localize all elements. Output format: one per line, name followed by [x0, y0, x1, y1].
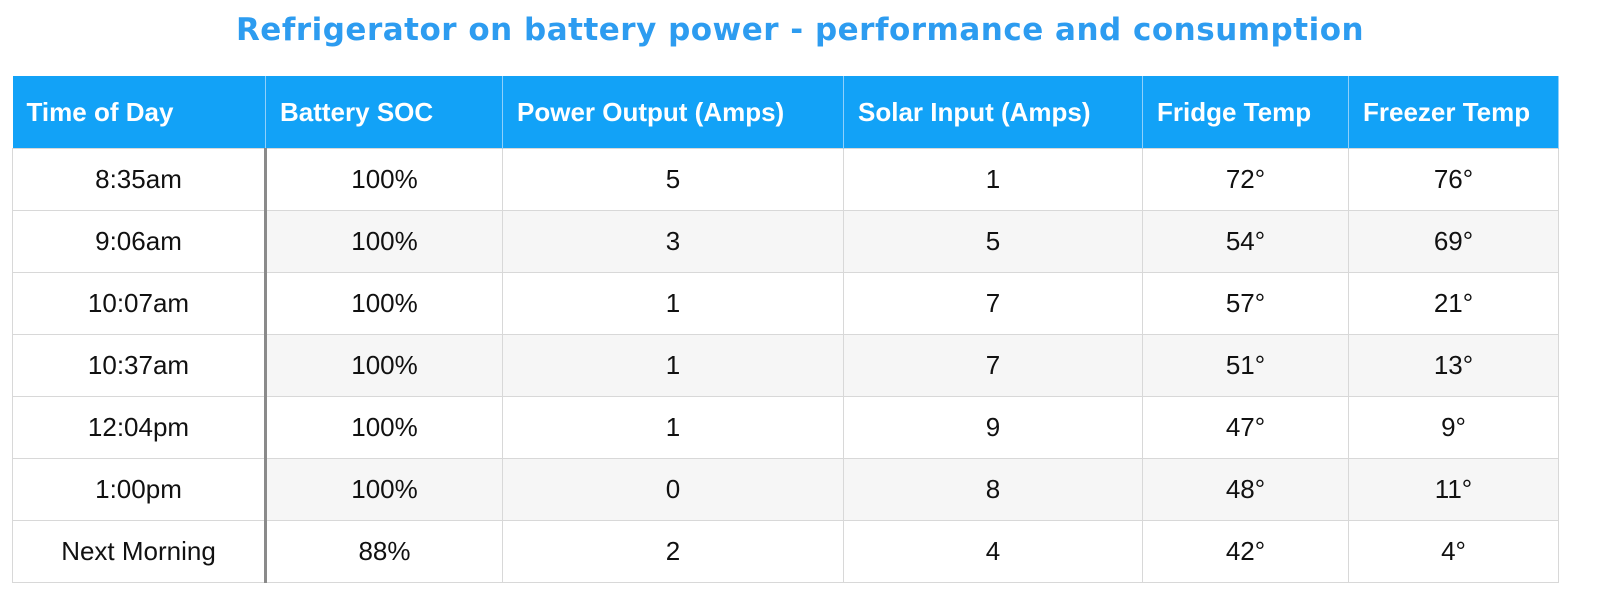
- table-cell: 88%: [265, 520, 503, 583]
- header-cell: Battery SOC: [265, 76, 503, 149]
- table-cell: Next Morning: [12, 520, 267, 583]
- table-cell: 8: [843, 458, 1143, 521]
- table-cell: 1: [502, 272, 844, 335]
- header-cell: Solar Input (Amps): [843, 76, 1143, 149]
- page-title: Refrigerator on battery power - performa…: [235, 12, 1365, 48]
- table-cell: 54°: [1142, 210, 1349, 273]
- header-cell: Time of Day: [12, 76, 266, 149]
- table-cell: 1:00pm: [12, 458, 267, 521]
- table-cell: 5: [502, 148, 844, 211]
- table-cell: 69°: [1348, 210, 1559, 273]
- table-row: 8:35am 100% 5 1 72° 76°: [12, 148, 1559, 211]
- table-cell: 57°: [1142, 272, 1349, 335]
- table-cell: 4°: [1348, 520, 1559, 583]
- table-cell: 12:04pm: [12, 396, 267, 459]
- table-row: Next Morning 88% 2 4 42° 4°: [12, 520, 1559, 583]
- table-cell: 100%: [265, 396, 503, 459]
- table-cell: 0: [502, 458, 844, 521]
- table-cell: 100%: [265, 148, 503, 211]
- table-cell: 100%: [265, 210, 503, 273]
- table-cell: 13°: [1348, 334, 1559, 397]
- table-cell: 9:06am: [12, 210, 267, 273]
- table-cell: 9: [843, 396, 1143, 459]
- header-row: Time of Day Battery SOC Power Output (Amps…: [12, 76, 1559, 149]
- table-cell: 10:37am: [12, 334, 267, 397]
- table-row: 10:37am 100% 1 7 51° 13°: [12, 334, 1559, 397]
- table-cell: 72°: [1142, 148, 1349, 211]
- table-cell: 3: [502, 210, 844, 273]
- table-cell: 48°: [1142, 458, 1349, 521]
- table-cell: 7: [843, 334, 1143, 397]
- table-cell: 4: [843, 520, 1143, 583]
- table-cell: 7: [843, 272, 1143, 335]
- table-cell: 5: [843, 210, 1143, 273]
- table-cell: 100%: [265, 458, 503, 521]
- header-cell: Fridge Temp: [1142, 76, 1349, 149]
- table-cell: 1: [502, 396, 844, 459]
- table-cell: 76°: [1348, 148, 1559, 211]
- table-cell: 100%: [265, 334, 503, 397]
- header-cell: Freezer Temp: [1348, 76, 1559, 149]
- table-cell: 9°: [1348, 396, 1559, 459]
- table-cell: 51°: [1142, 334, 1349, 397]
- data-table: Time of Day Battery SOC Power Output (Amps…: [12, 76, 1559, 583]
- table-cell: 47°: [1142, 396, 1349, 459]
- table-cell: 1: [502, 334, 844, 397]
- table-cell: 100%: [265, 272, 503, 335]
- table-row: 10:07am 100% 1 7 57° 21°: [12, 272, 1559, 335]
- table-cell: 21°: [1348, 272, 1559, 335]
- table-row: 12:04pm 100% 1 9 47° 9°: [12, 396, 1559, 459]
- table-cell: 2: [502, 520, 844, 583]
- table-cell: 11°: [1348, 458, 1559, 521]
- table-row: 9:06am 100% 3 5 54° 69°: [12, 210, 1559, 273]
- table-cell: 8:35am: [12, 148, 267, 211]
- header-cell: Power Output (Amps): [502, 76, 844, 149]
- table-cell: 10:07am: [12, 272, 267, 335]
- table-row: 1:00pm 100% 0 8 48° 11°: [12, 458, 1559, 521]
- table-cell: 1: [843, 148, 1143, 211]
- table-body: 8:35am 100% 5 1 72° 76° 9:06am 100% 3 5 54° 69° 10:0…: [12, 148, 1559, 583]
- table-cell: 42°: [1142, 520, 1349, 583]
